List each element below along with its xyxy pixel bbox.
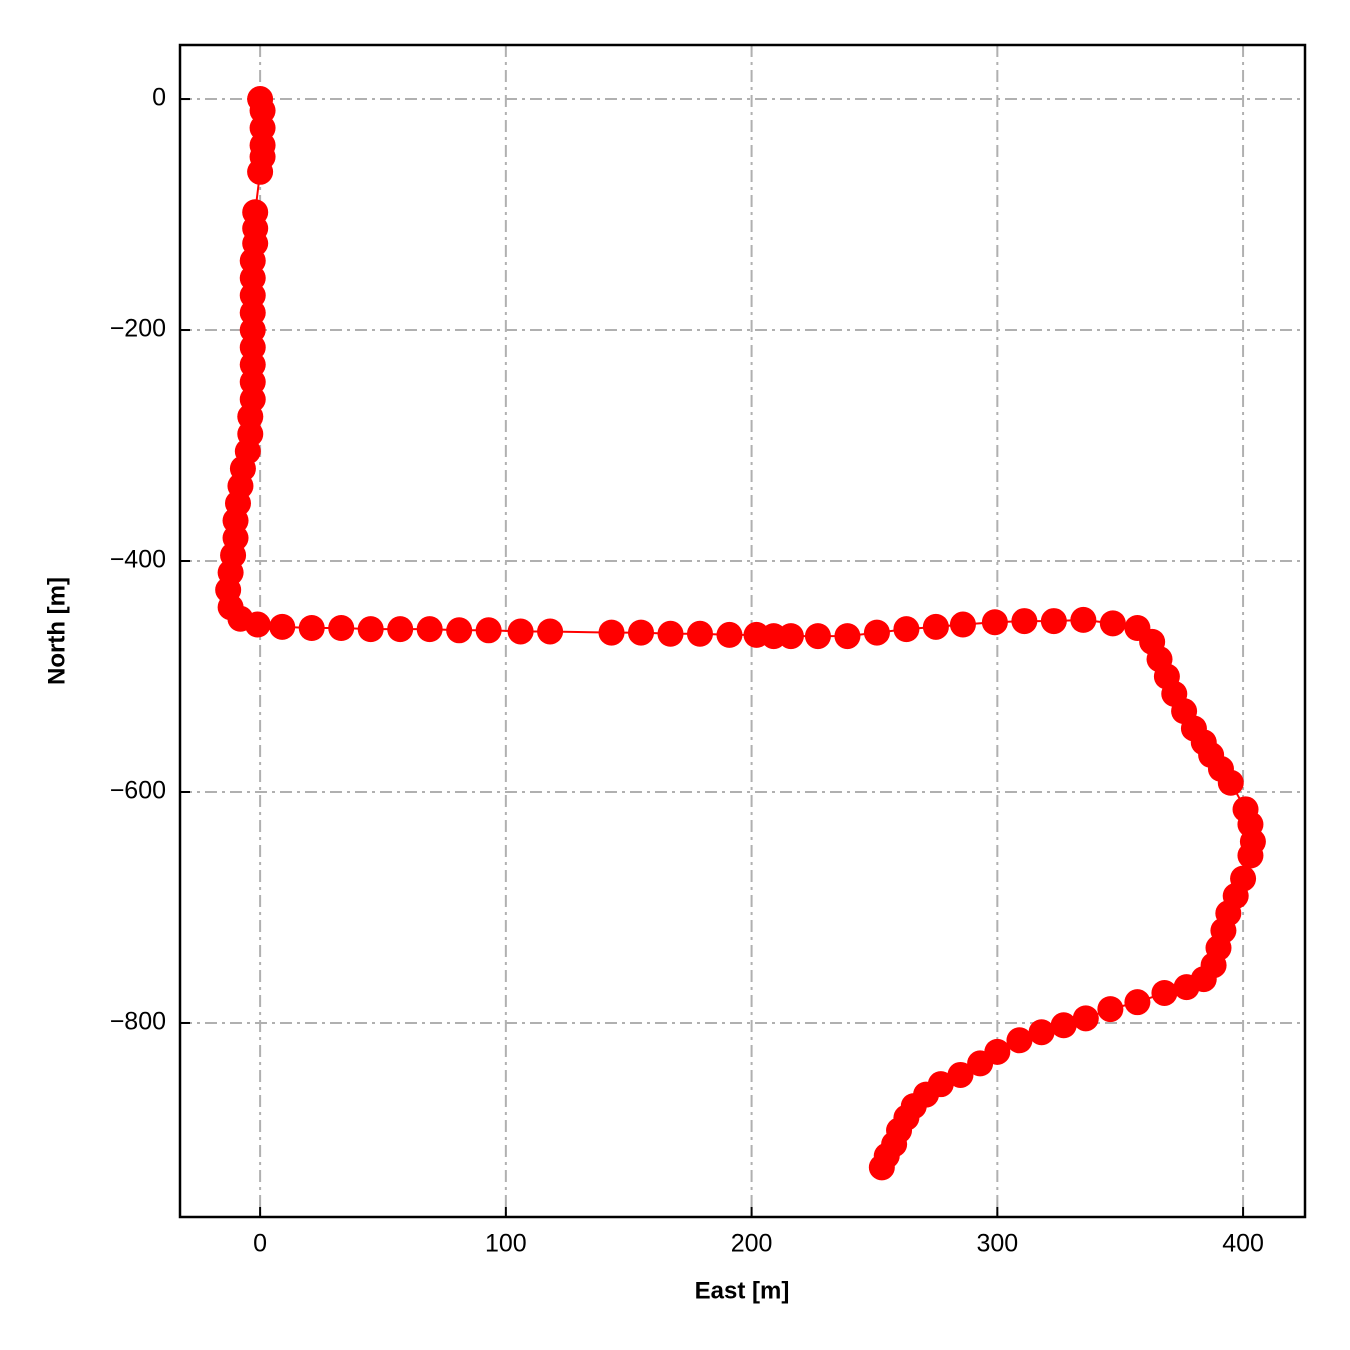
track-point xyxy=(777,623,804,650)
x-axis-label: East [m] xyxy=(695,1277,790,1304)
track-point xyxy=(686,620,713,647)
track-point xyxy=(416,616,443,643)
y-tick-label: 0 xyxy=(152,84,166,112)
track-point xyxy=(981,609,1008,636)
plot-frame xyxy=(178,43,1307,1219)
track-point xyxy=(863,619,890,646)
track-point xyxy=(387,616,414,643)
track-point xyxy=(1011,608,1038,635)
track-point xyxy=(1097,996,1124,1023)
x-tick-label: 0 xyxy=(253,1230,267,1258)
track-point xyxy=(598,619,625,646)
track-point xyxy=(1099,610,1126,637)
track-point xyxy=(834,623,861,650)
track-point xyxy=(628,619,655,646)
track-point xyxy=(1237,842,1264,869)
track-point xyxy=(804,623,831,650)
track-point xyxy=(328,614,355,641)
y-tick-label: −200 xyxy=(110,315,166,343)
x-tick-label: 100 xyxy=(485,1230,527,1258)
track-point xyxy=(949,611,976,638)
track-point xyxy=(1072,1005,1099,1032)
track-point xyxy=(1151,979,1178,1006)
track-point xyxy=(922,613,949,640)
track-point xyxy=(868,1154,895,1181)
track-point xyxy=(1124,989,1151,1016)
track-point xyxy=(947,1061,974,1088)
x-tick-label: 400 xyxy=(1222,1230,1264,1258)
y-tick-label: −600 xyxy=(110,777,166,805)
track-point xyxy=(247,158,274,185)
y-tick-label: −800 xyxy=(110,1008,166,1036)
track-point xyxy=(1040,608,1067,635)
track-point xyxy=(657,620,684,647)
track-point xyxy=(507,618,534,645)
y-axis-label: North [m] xyxy=(43,577,70,685)
track-point xyxy=(446,617,473,644)
y-tick-label: −400 xyxy=(110,546,166,574)
x-tick-label: 300 xyxy=(976,1230,1018,1258)
track-point xyxy=(537,618,564,645)
track-point xyxy=(1217,769,1244,796)
track-point xyxy=(1006,1027,1033,1054)
track-point xyxy=(893,616,920,643)
track-point xyxy=(357,616,384,643)
track-point xyxy=(475,617,502,644)
track-point xyxy=(716,621,743,648)
track-point xyxy=(298,614,325,641)
x-tick-label: 200 xyxy=(731,1230,773,1258)
track-point xyxy=(1173,974,1200,1001)
track-point xyxy=(244,611,271,638)
track-point xyxy=(1028,1019,1055,1046)
track-point xyxy=(967,1050,994,1077)
track-point xyxy=(1050,1012,1077,1039)
track-point xyxy=(269,613,296,640)
track-point xyxy=(1070,606,1097,633)
